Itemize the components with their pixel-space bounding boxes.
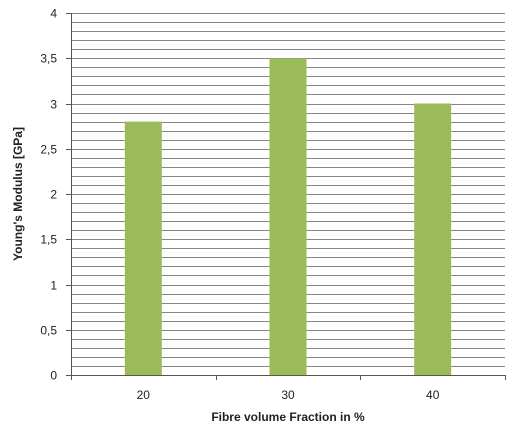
x-axis-title: Fibre volume Fraction in % [211, 410, 365, 424]
bars [124, 58, 452, 376]
y-tick-label: 0 [50, 369, 57, 383]
x-tick-labels: 20 30 40 [137, 388, 440, 402]
y-tick-label: 2,5 [40, 143, 57, 157]
x-tick-label: 40 [426, 388, 440, 402]
y-tick-labels: 0 0,5 1 1,5 2 2,5 3 3,5 4 [40, 7, 57, 383]
axes [66, 13, 506, 380]
bar-30 [269, 58, 307, 376]
y-tick-label: 1 [50, 279, 57, 293]
y-tick-label: 3 [50, 98, 57, 112]
y-tick-label: 4 [50, 7, 57, 21]
y-tick-label: 3,5 [40, 52, 57, 66]
x-tick-label: 30 [281, 388, 295, 402]
y-tick-label: 2 [50, 188, 57, 202]
x-tick-label: 20 [137, 388, 151, 402]
y-tick-label: 0,5 [40, 324, 57, 338]
y-tick-label: 1,5 [40, 233, 57, 247]
y-axis-title: Young's Modulus [GPa] [11, 127, 25, 261]
bar-40 [414, 103, 452, 375]
bar-20 [124, 121, 162, 375]
